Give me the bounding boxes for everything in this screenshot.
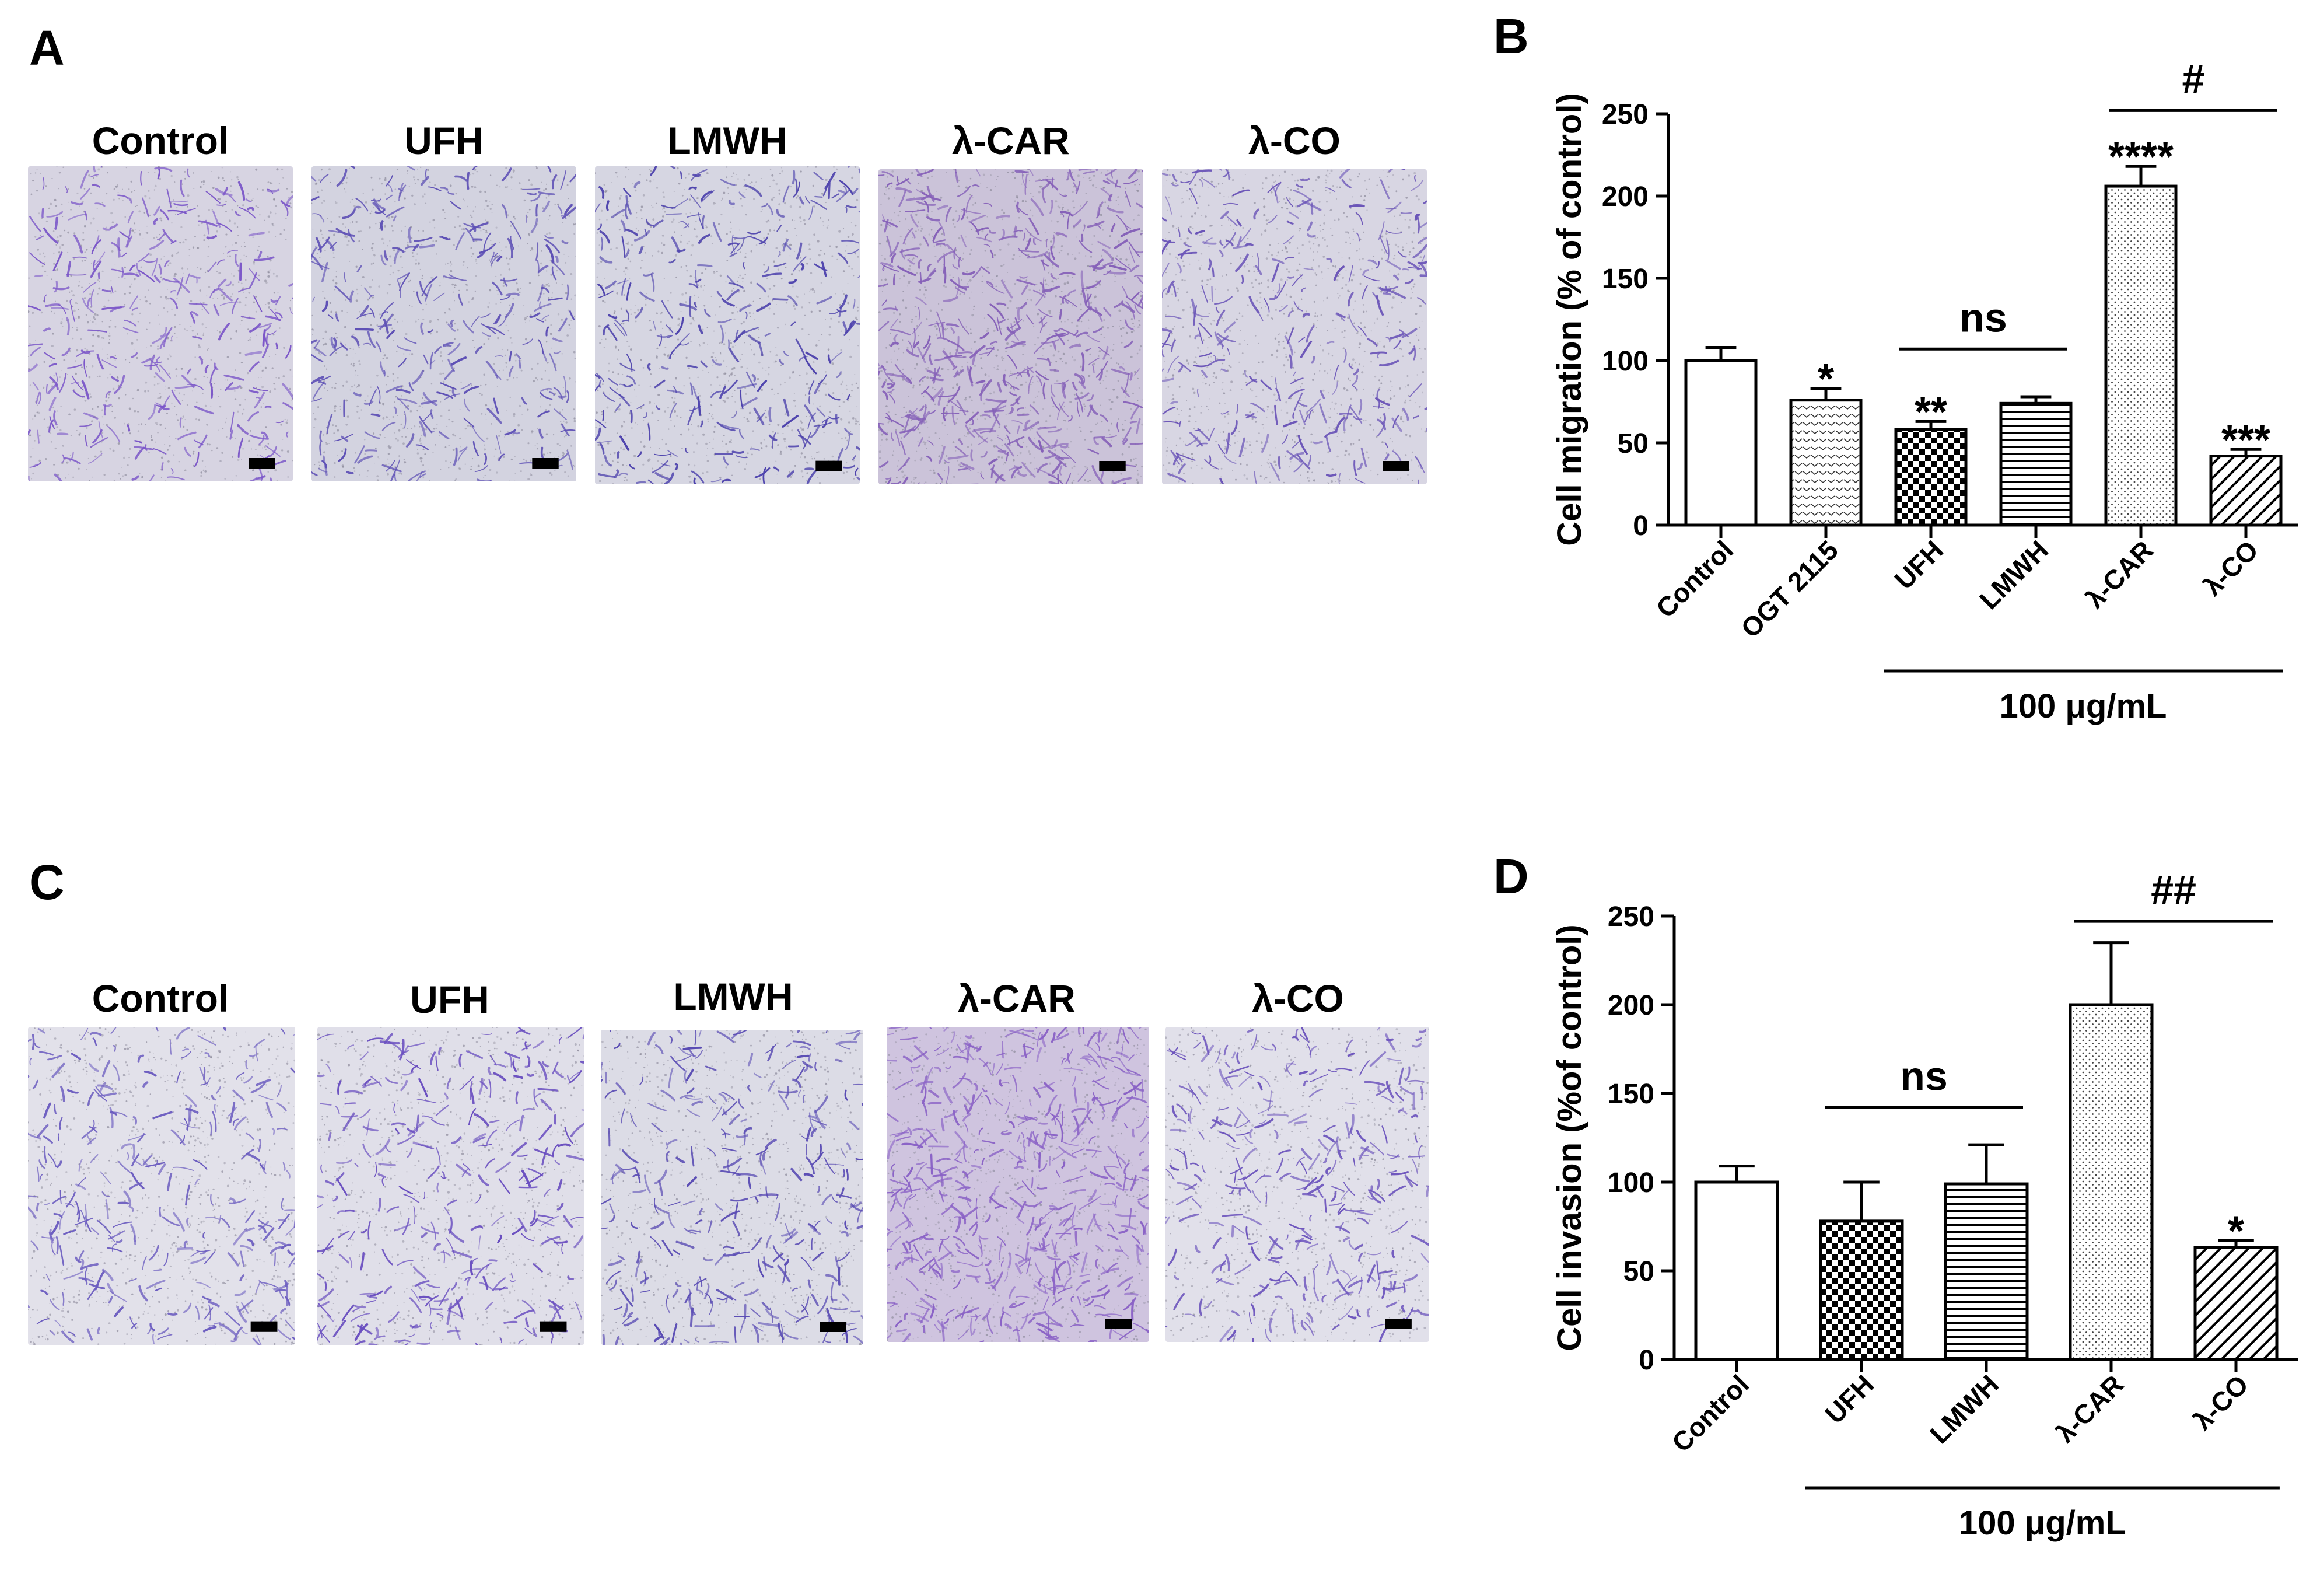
panel-a-label-lmwh: LMWH [667,119,788,162]
significance-mark: ** [1915,389,1947,435]
panel-c-label-lambda-co: λ-CO [1252,977,1344,1020]
y-tick-label: 200 [1602,181,1648,212]
panel-letter-a: A [29,20,65,75]
panel-a-image-lmwh [595,166,860,484]
bar-Control [1684,359,1758,527]
y-tick-label: 250 [1602,99,1648,130]
panel-c-image-lambda-co [1166,1027,1429,1342]
panel-c-image-lmwh [601,1030,863,1345]
bar-OGT 2115 [1789,399,1863,527]
bar-λ-CAR [2068,1003,2154,1361]
significance-mark: **** [2108,134,2174,180]
x-tick-label: λ-CO [2197,534,2264,601]
bar-λ-CO [2193,1246,2278,1361]
significance-mark: *** [2221,417,2270,463]
y-tick-label: 50 [1618,428,1648,459]
x-tick-label: Control [1650,534,1739,623]
panel-c-image-lambda-car [887,1027,1149,1342]
y-tick-label: 150 [1602,264,1648,295]
bar-UFH [1894,428,1968,527]
y-tick-label: 200 [1608,990,1654,1021]
comparison-label: ## [2151,867,2196,913]
group-label: 100 μg/mL [2000,687,2167,725]
y-tick-label: 100 [1602,346,1648,377]
panel-a-label-ufh: UFH [404,119,484,162]
panel-a-label-control: Control [92,119,229,162]
x-tick-label: LMWH [1924,1369,2004,1449]
x-tick-label: OGT 2115 [1735,534,1844,644]
panel-letter-c: C [29,855,65,910]
panel-a-label-lambda-co: λ-CO [1248,119,1340,162]
x-tick-label: λ-CAR [2050,1369,2129,1448]
panel-a-image-lambda-co [1162,169,1427,484]
panel-c-label-lambda-car: λ-CAR [958,977,1076,1020]
panel-c-label-ufh: UFH [410,978,489,1021]
panel-a-label-lambda-car: λ-CAR [952,119,1070,162]
y-tick-label: 100 [1608,1167,1654,1198]
bar-LMWH [1944,1182,2029,1361]
bar-λ-CAR [2104,184,2178,527]
comparison-label: ns [1900,1053,1948,1099]
panel-c-image-control [28,1027,295,1345]
x-tick-label: LMWH [1973,534,2054,615]
group-label: 100 μg/mL [1959,1504,2126,1542]
y-tick-label: 250 [1608,901,1654,932]
y-tick-label: 50 [1623,1256,1654,1287]
x-tick-label: λ-CAR [2080,534,2159,614]
panel-letter-d: D [1493,849,1529,904]
x-tick-label: UFH [1888,534,1949,595]
y-tick-label: 0 [1639,1345,1654,1376]
panel-b-bar-chart: 0 50 100 150 200 250 Cell migration (% of cont… [1550,56,2298,725]
significance-mark: * [1818,356,1834,403]
panel-c-label-lmwh: LMWH [673,975,793,1018]
panel-c-image-ufh [317,1027,584,1345]
y-axis-title: Cell invasion (%of control) [1550,924,1588,1351]
x-tick-label: UFH [1819,1369,1880,1429]
y-axis-title: Cell migration (% of control) [1550,93,1588,546]
bar-LMWH [1999,401,2073,527]
x-tick-label: λ-CO [2188,1369,2254,1435]
panel-letter-b: B [1493,9,1529,64]
bar-UFH [1819,1219,1904,1361]
panel-d-bar-chart: 0 50 100 150 200 250 Cell invasion (%of contro… [1550,867,2298,1542]
panel-a-image-lambda-car [878,169,1143,484]
x-tick-label: Control [1666,1369,1755,1457]
y-tick-label: 150 [1608,1079,1654,1110]
bar-λ-CO [2209,455,2283,527]
comparison-label: # [2182,56,2205,102]
panel-a-image-ufh [312,166,576,481]
comparison-label: ns [1959,295,2007,340]
y-tick-label: 0 [1633,511,1648,541]
significance-mark: * [2228,1208,2244,1254]
bar-Control [1694,1180,1779,1361]
panel-c-label-control: Control [92,977,229,1020]
panel-a-image-control [28,166,293,481]
